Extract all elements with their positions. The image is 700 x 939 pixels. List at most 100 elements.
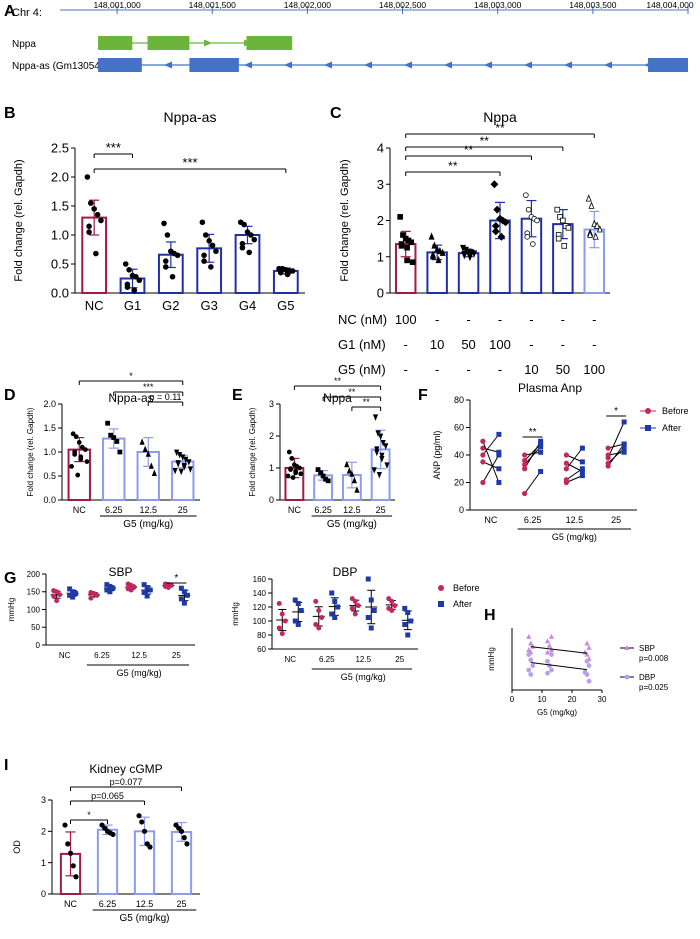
after-point xyxy=(295,601,301,606)
x-tick-label: 25 xyxy=(178,505,188,515)
data-point xyxy=(349,470,355,477)
pair-line xyxy=(566,475,583,483)
x-tick-label: G5 xyxy=(277,298,294,313)
data-point xyxy=(151,469,157,477)
after-point xyxy=(621,419,627,425)
pair-line xyxy=(482,461,500,470)
x-tick-label: NC xyxy=(59,651,71,660)
after-point xyxy=(496,480,502,485)
x-tick-label: 25 xyxy=(376,505,386,515)
x-axis-label: G5 (mg/kg) xyxy=(123,519,173,530)
y-tick-label: 120 xyxy=(253,603,267,612)
y-tick-label: 0.0 xyxy=(51,286,69,301)
pair-line xyxy=(524,443,541,461)
table-cell: - xyxy=(529,312,533,327)
data-point xyxy=(169,273,176,280)
data-point xyxy=(136,277,143,284)
after-point xyxy=(70,594,76,600)
before-point xyxy=(349,605,355,611)
data-point xyxy=(181,834,187,841)
x-tick-label: 12.5 xyxy=(136,899,154,909)
x-tick-label: 6.25 xyxy=(524,515,542,525)
before-point xyxy=(389,598,395,604)
before-point xyxy=(355,603,361,609)
y-tick-label: 1.0 xyxy=(43,447,56,457)
before-point xyxy=(563,477,569,483)
data-point xyxy=(351,476,358,484)
fit-pvalue: p=0.025 xyxy=(639,683,669,692)
y-tick-label: 2 xyxy=(377,213,384,228)
y-tick-label: 1 xyxy=(377,249,384,264)
pair-line xyxy=(524,451,541,456)
before-point xyxy=(282,618,288,624)
data-point xyxy=(325,478,331,484)
genome-tick-label: 148,003,500 xyxy=(569,0,617,10)
data-point xyxy=(431,241,438,249)
data-point xyxy=(466,253,473,262)
y-tick-label: 2.0 xyxy=(43,399,56,409)
legend-before-label: Before xyxy=(453,583,480,593)
x-tick-label: 25 xyxy=(395,655,404,664)
data-point xyxy=(376,471,382,479)
table-cell: - xyxy=(404,362,408,377)
x-tick-label: 6.25 xyxy=(319,655,335,664)
x-tick-label: G1 xyxy=(124,298,141,313)
genome-tick-label: 148,002,000 xyxy=(284,0,332,10)
data-point xyxy=(145,450,151,457)
before-point xyxy=(316,625,322,631)
significance-label: ** xyxy=(495,121,505,135)
significance-label: ** xyxy=(480,134,490,148)
after-point xyxy=(178,596,184,602)
x-tick-label: 0 xyxy=(510,695,515,704)
data-point xyxy=(75,472,81,478)
data-point xyxy=(491,227,500,236)
before-point xyxy=(279,631,285,637)
data-point xyxy=(181,463,187,471)
before-point xyxy=(563,460,569,466)
data-point xyxy=(73,434,79,440)
x-tick-label: 30 xyxy=(598,695,607,704)
data-point xyxy=(471,250,478,258)
data-point xyxy=(173,822,179,828)
after-point xyxy=(292,597,298,603)
data-point xyxy=(429,252,436,260)
legend-after-label: After xyxy=(453,599,472,609)
y-tick-label: 2 xyxy=(269,431,274,441)
sbp-point xyxy=(528,640,534,646)
data-point xyxy=(78,456,84,462)
y-tick-label: 20 xyxy=(454,478,464,488)
x-tick-label: NC xyxy=(64,899,77,909)
data-point xyxy=(72,451,78,457)
table-cell: 50 xyxy=(556,362,570,377)
chart-title: SBP xyxy=(108,565,132,579)
x-tick-label: 6.25 xyxy=(99,899,117,909)
data-point xyxy=(70,863,76,869)
chart-title: Nppa-as xyxy=(108,391,153,405)
before-point xyxy=(94,592,100,598)
y-tick-label: 4 xyxy=(377,141,384,156)
chart-title: Plasma Anp xyxy=(518,381,582,395)
data-point xyxy=(76,439,82,445)
sbp-point xyxy=(544,638,551,644)
table-cell: - xyxy=(404,337,408,352)
bar xyxy=(96,828,119,895)
before-point xyxy=(480,459,486,465)
x-tick-label: 12.5 xyxy=(139,505,157,515)
strand-arrow xyxy=(404,61,413,69)
y-axis-label: OD xyxy=(12,840,22,854)
after-point xyxy=(329,611,335,617)
data-point xyxy=(251,236,258,243)
pair-line xyxy=(482,454,500,483)
before-point xyxy=(88,595,94,601)
genome-tick-label: 148,001,000 xyxy=(93,0,141,10)
data-point xyxy=(596,225,603,233)
data-point xyxy=(346,467,352,474)
after-point xyxy=(538,441,544,447)
y-axis-label: ANP (pg/ml) xyxy=(432,431,442,480)
gene-label: Nppa-as (Gm13054) xyxy=(12,61,103,72)
data-point xyxy=(288,467,293,473)
pair-line xyxy=(607,421,625,458)
y-axis-label: mmHg xyxy=(231,602,240,626)
strand-arrow xyxy=(364,61,373,69)
